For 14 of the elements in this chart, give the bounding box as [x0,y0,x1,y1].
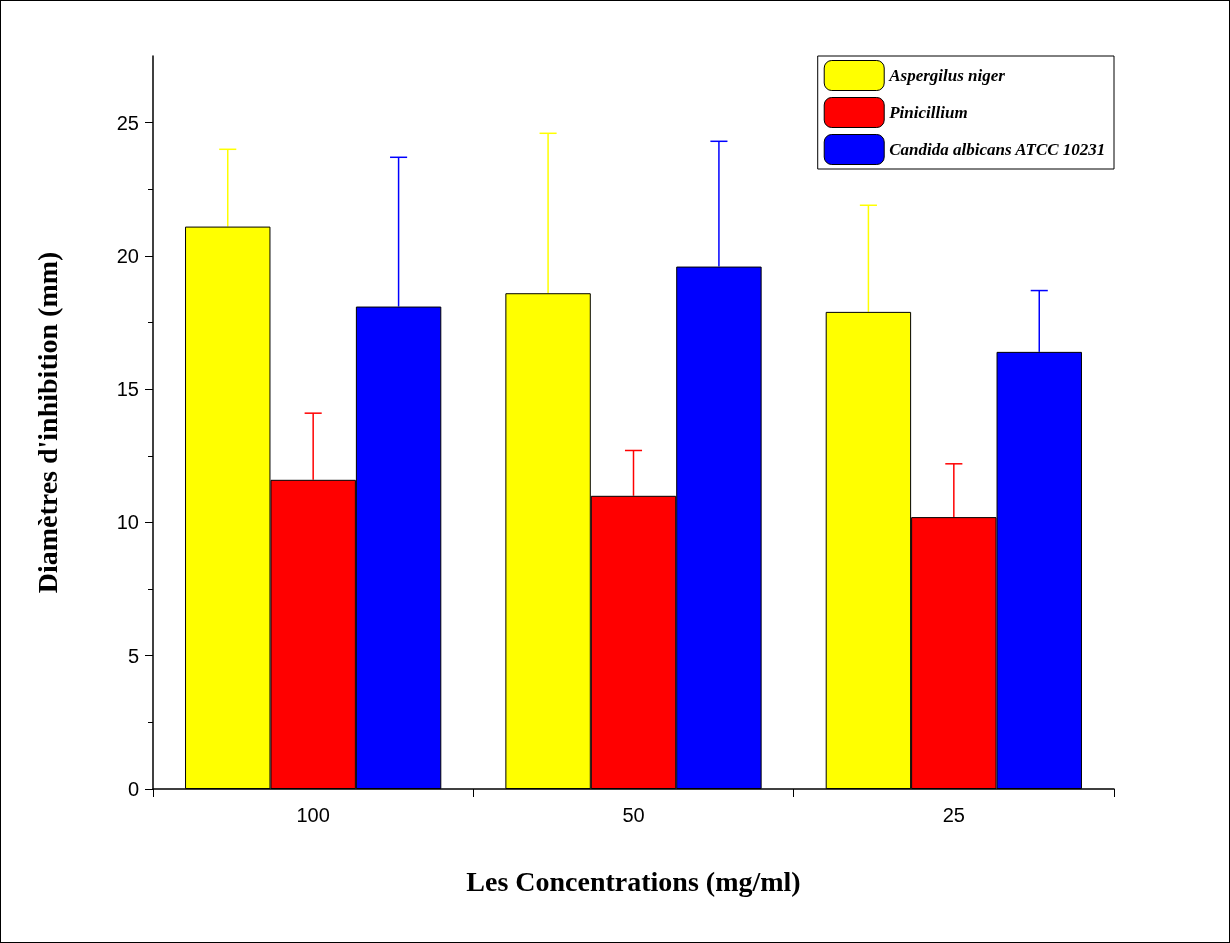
x-tick-label: 50 [622,804,645,826]
legend-label: Pinicillium [888,103,968,122]
y-tick-label: 0 [127,778,139,800]
y-tick-label: 20 [116,244,139,267]
x-tick-label: 100 [296,804,330,826]
legend-label: Candida albicans ATCC 10231 [889,140,1106,159]
y-tick-label: 15 [116,378,139,401]
y-tick-label: 5 [127,644,139,667]
y-axis-title: Diamètres d'inhibition (mm) [31,251,63,594]
y-tick-label: 10 [116,511,139,534]
x-axis-title: Les Concentrations (mg/ml) [466,865,801,897]
x-tick-label: 25 [942,804,965,826]
y-tick-label: 25 [116,111,139,134]
legend-label: Aspergilus niger [888,66,1006,85]
